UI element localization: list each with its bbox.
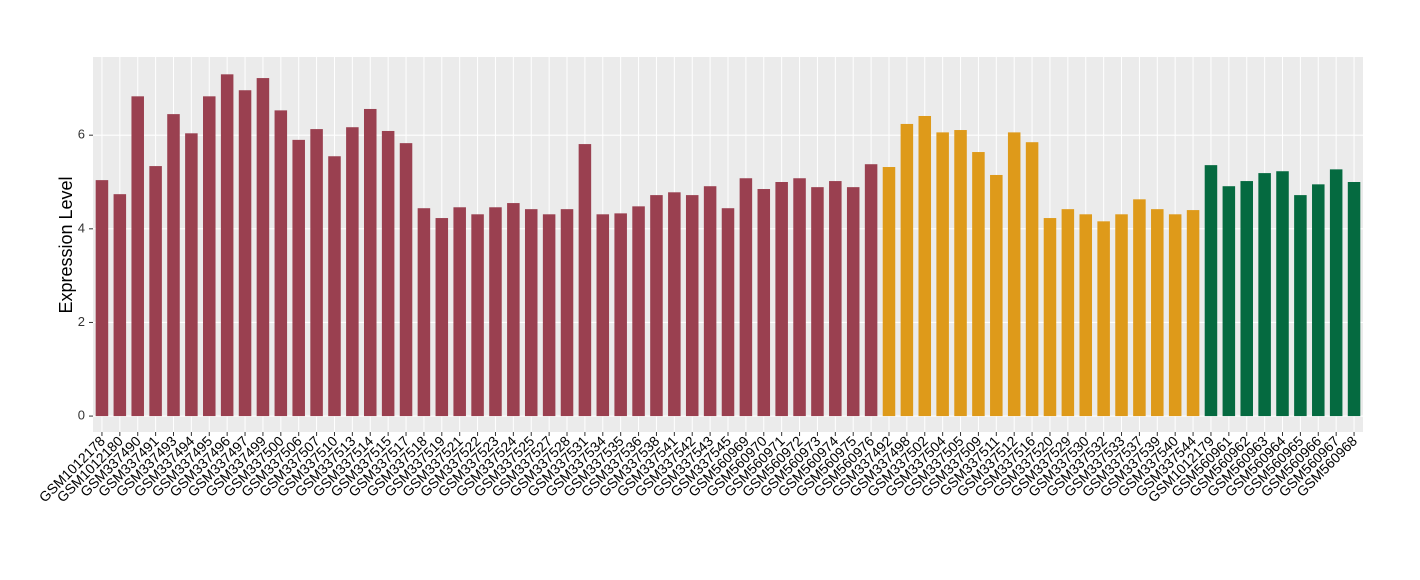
bar xyxy=(668,192,681,417)
bar xyxy=(1186,210,1200,417)
bar xyxy=(1276,171,1289,417)
bar xyxy=(1222,186,1236,417)
bar xyxy=(453,207,466,417)
bar xyxy=(560,209,574,417)
bar xyxy=(650,195,663,417)
bar xyxy=(632,206,645,417)
bar xyxy=(149,166,162,417)
bar xyxy=(918,115,932,417)
bar xyxy=(811,187,824,417)
bar xyxy=(775,182,788,417)
bar xyxy=(1061,209,1075,417)
bar xyxy=(578,144,592,417)
bar xyxy=(1133,199,1146,417)
bar xyxy=(1007,132,1021,417)
bar xyxy=(721,208,735,417)
bar xyxy=(131,96,144,417)
bar xyxy=(1258,173,1271,417)
bar xyxy=(542,214,556,417)
bar xyxy=(1329,169,1343,417)
bar xyxy=(954,130,967,417)
bar xyxy=(1347,182,1361,417)
bar xyxy=(346,127,359,417)
bar xyxy=(685,195,699,417)
bar xyxy=(256,78,270,417)
bar xyxy=(972,152,985,417)
bar xyxy=(936,132,949,417)
bar xyxy=(1312,184,1325,417)
bar xyxy=(292,139,305,417)
bar xyxy=(1168,214,1182,417)
bar xyxy=(113,194,127,417)
bar xyxy=(185,133,198,417)
bar xyxy=(1240,181,1253,417)
bar xyxy=(614,213,627,417)
bar xyxy=(1043,218,1057,417)
y-tick-label: 2 xyxy=(78,314,85,329)
bar xyxy=(596,214,610,417)
bar xyxy=(1097,221,1110,417)
bar xyxy=(882,167,896,417)
bar xyxy=(167,114,180,417)
bar xyxy=(1204,165,1218,417)
bar xyxy=(471,214,484,417)
bar xyxy=(864,164,878,417)
bar xyxy=(1294,195,1307,417)
bar xyxy=(363,108,377,417)
bar xyxy=(703,186,717,417)
bar xyxy=(1151,209,1164,417)
bar xyxy=(274,110,288,417)
bar xyxy=(203,96,216,417)
bar xyxy=(220,74,234,417)
bar xyxy=(793,178,806,417)
y-tick-label: 6 xyxy=(78,127,85,142)
bar xyxy=(95,180,109,417)
bar xyxy=(399,143,413,417)
y-axis-title: Expression Level xyxy=(56,176,76,313)
y-tick-label: 0 xyxy=(78,408,85,423)
y-tick-label: 4 xyxy=(78,220,85,235)
bar xyxy=(990,174,1003,417)
bar xyxy=(381,130,395,417)
bar xyxy=(524,209,538,417)
bar xyxy=(1079,214,1093,417)
bar xyxy=(757,189,771,417)
bar xyxy=(328,156,341,417)
bar xyxy=(238,90,252,417)
bar xyxy=(1115,214,1128,417)
bar xyxy=(1025,142,1039,417)
bar xyxy=(900,123,914,417)
bar xyxy=(489,207,502,417)
bar xyxy=(435,218,449,417)
bar xyxy=(310,129,323,417)
bar xyxy=(507,203,520,417)
bar xyxy=(829,181,842,417)
bar xyxy=(417,208,431,417)
bar xyxy=(739,178,753,417)
bar xyxy=(846,187,860,417)
